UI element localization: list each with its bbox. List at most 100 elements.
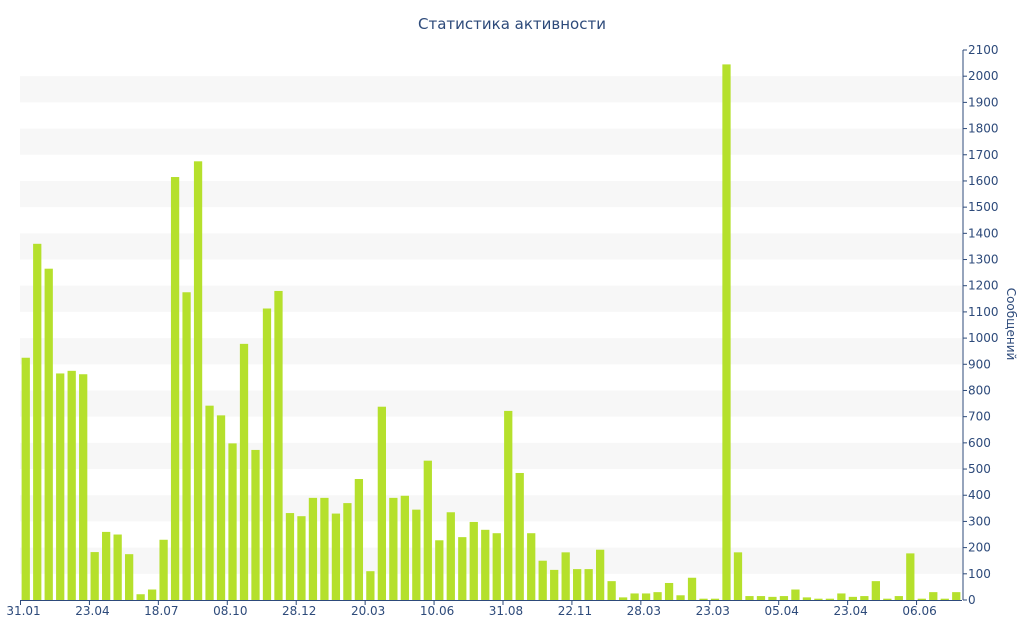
- bar[interactable]: [848, 596, 857, 600]
- bar[interactable]: [687, 577, 697, 600]
- bar[interactable]: [676, 595, 685, 600]
- x-tick-label: 22.11: [558, 604, 592, 618]
- bar[interactable]: [791, 589, 800, 600]
- y-tick-label: 1400: [968, 226, 999, 240]
- bar[interactable]: [917, 598, 926, 600]
- bar[interactable]: [182, 292, 191, 600]
- bar[interactable]: [802, 597, 812, 600]
- bar[interactable]: [125, 554, 134, 600]
- bar[interactable]: [618, 597, 628, 600]
- bar[interactable]: [607, 581, 616, 600]
- bar[interactable]: [630, 593, 639, 600]
- bar[interactable]: [929, 592, 938, 600]
- bar[interactable]: [79, 374, 88, 600]
- bar[interactable]: [779, 596, 789, 600]
- x-tick-label: 06.06: [902, 604, 936, 618]
- bar[interactable]: [550, 569, 559, 600]
- bar[interactable]: [745, 596, 754, 600]
- bar[interactable]: [538, 560, 547, 600]
- x-tick-label: 23.03: [696, 604, 730, 618]
- bar[interactable]: [584, 569, 593, 600]
- grid-band: [20, 442, 962, 470]
- bar[interactable]: [228, 443, 237, 600]
- bar[interactable]: [308, 497, 318, 600]
- x-tick-label: 31.01: [6, 604, 40, 618]
- bar[interactable]: [343, 503, 352, 600]
- bar[interactable]: [515, 472, 524, 600]
- bar[interactable]: [320, 497, 329, 600]
- bar[interactable]: [147, 589, 157, 600]
- bar[interactable]: [768, 596, 777, 600]
- bar[interactable]: [561, 552, 570, 600]
- bar[interactable]: [159, 539, 168, 600]
- bar[interactable]: [906, 553, 915, 600]
- bar[interactable]: [481, 529, 490, 600]
- bar[interactable]: [297, 516, 306, 600]
- bar[interactable]: [21, 357, 30, 600]
- bar[interactable]: [423, 460, 432, 600]
- bar[interactable]: [400, 495, 409, 600]
- bar[interactable]: [596, 549, 605, 600]
- y-tick-label: 1600: [968, 174, 999, 188]
- grid-band: [20, 495, 962, 522]
- y-tick-label: 1100: [968, 305, 999, 319]
- bar[interactable]: [894, 596, 903, 600]
- x-tick-label: 20.03: [351, 604, 385, 618]
- bar[interactable]: [67, 370, 76, 600]
- bar[interactable]: [193, 161, 203, 600]
- y-tick-label: 600: [968, 436, 991, 450]
- bar[interactable]: [44, 268, 53, 600]
- bar[interactable]: [205, 405, 214, 600]
- bar[interactable]: [446, 512, 455, 600]
- bar[interactable]: [733, 552, 743, 600]
- grid-band: [20, 76, 962, 103]
- bar[interactable]: [952, 592, 961, 600]
- bar[interactable]: [722, 64, 731, 600]
- bar[interactable]: [170, 177, 180, 600]
- bar[interactable]: [641, 593, 651, 600]
- bar[interactable]: [366, 571, 375, 600]
- bar[interactable]: [435, 540, 444, 600]
- bar[interactable]: [377, 406, 386, 600]
- bar[interactable]: [331, 513, 341, 600]
- bar[interactable]: [492, 533, 501, 600]
- bar[interactable]: [710, 598, 720, 600]
- bar[interactable]: [389, 497, 398, 600]
- bar[interactable]: [504, 410, 513, 600]
- bar[interactable]: [664, 582, 674, 600]
- bar[interactable]: [469, 521, 478, 600]
- bar[interactable]: [814, 598, 823, 600]
- bar[interactable]: [573, 569, 582, 600]
- grid-band: [20, 180, 962, 208]
- x-tick-label: 31.08: [489, 604, 523, 618]
- bar[interactable]: [940, 598, 949, 600]
- bar[interactable]: [113, 534, 122, 600]
- bar[interactable]: [412, 509, 421, 600]
- bar[interactable]: [251, 449, 260, 600]
- bar[interactable]: [871, 581, 880, 600]
- bar[interactable]: [883, 598, 892, 600]
- bar[interactable]: [262, 308, 272, 601]
- bar[interactable]: [56, 373, 65, 600]
- y-tick-label: 200: [968, 541, 991, 555]
- bar[interactable]: [837, 593, 846, 600]
- bar[interactable]: [216, 415, 226, 600]
- y-tick-label: 1800: [968, 122, 999, 136]
- bar[interactable]: [825, 598, 835, 600]
- bar[interactable]: [699, 598, 708, 600]
- bar[interactable]: [102, 531, 111, 600]
- bar[interactable]: [136, 594, 145, 600]
- bar[interactable]: [653, 592, 662, 600]
- x-tick-label: 28.12: [282, 604, 316, 618]
- bar[interactable]: [527, 533, 536, 600]
- bar[interactable]: [33, 243, 42, 600]
- bar[interactable]: [860, 596, 869, 600]
- bar[interactable]: [274, 290, 283, 600]
- bar[interactable]: [239, 343, 249, 600]
- bar[interactable]: [458, 537, 467, 600]
- bar[interactable]: [90, 552, 99, 600]
- bar[interactable]: [756, 596, 766, 600]
- bar[interactable]: [354, 479, 364, 600]
- bar[interactable]: [285, 513, 295, 600]
